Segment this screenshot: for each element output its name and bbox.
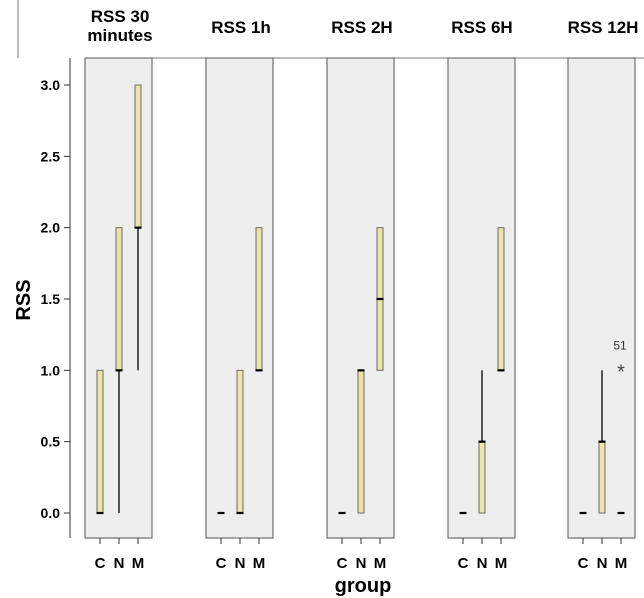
panel-title: RSS 30 (91, 7, 150, 26)
x-tick-label: C (458, 555, 469, 572)
box-rect (478, 441, 486, 514)
x-axis-title: group (335, 575, 392, 597)
panel-2: RSS 1h C N M (205, 18, 274, 572)
panel-5: RSS 12H C N M * 51 (567, 18, 639, 572)
y-tick-label: 3.0 (41, 77, 61, 93)
box-M (376, 227, 384, 371)
box-rect (598, 441, 606, 514)
box-rect (497, 227, 505, 371)
box-C (96, 369, 104, 515)
y-tick-label: 0.5 (41, 434, 61, 450)
box-rect (255, 227, 263, 371)
panel-title: RSS 2H (331, 18, 392, 37)
x-tick-label: M (132, 555, 145, 572)
box-N (236, 369, 244, 515)
box-rect (134, 84, 142, 229)
box-M (255, 227, 263, 372)
box-N (115, 227, 123, 513)
panel-4: RSS 6H C N M (447, 18, 516, 572)
x-tick-label: C (578, 555, 589, 572)
box-N (598, 370, 606, 514)
box-rect (115, 227, 123, 371)
x-tick-label: N (477, 555, 488, 572)
x-tick-label: N (235, 555, 246, 572)
box-N (357, 369, 365, 514)
y-tick-label: 2.5 (41, 148, 61, 164)
box-N (478, 370, 486, 514)
x-tick-label: N (356, 555, 367, 572)
x-tick-label: C (216, 555, 227, 572)
panel-title: RSS 1h (211, 18, 271, 37)
x-tick-label: M (495, 555, 508, 572)
panel-title: RSS 6H (451, 18, 512, 37)
x-tick-label: N (114, 555, 125, 572)
x-tick-label: N (597, 555, 608, 572)
box-M (497, 227, 505, 372)
panel-3: RSS 2H C N M (326, 18, 395, 572)
outlier-marker: * (617, 361, 625, 383)
y-tick-label: 1.5 (41, 291, 61, 307)
outlier-label: 51 (613, 338, 627, 352)
y-tick-label: 1.0 (41, 362, 61, 378)
panel-title: minutes (87, 26, 152, 45)
y-axis-title: RSS (13, 279, 35, 320)
box-rect (236, 369, 244, 514)
y-axis: 0.0 0.5 1.0 1.5 2.0 2.5 3.0 (41, 58, 71, 538)
y-tick-label: 2.0 (41, 220, 61, 236)
x-tick-label: C (95, 555, 106, 572)
x-tick-label: M (253, 555, 266, 572)
x-tick-label: C (337, 555, 348, 572)
y-tick-label: 0.0 (41, 505, 61, 521)
x-tick-label: M (615, 555, 628, 572)
box-rect (357, 369, 365, 514)
box-M (134, 84, 142, 371)
x-tick-label: M (374, 555, 387, 572)
panel-title: RSS 12H (568, 18, 639, 37)
box-rect (96, 369, 104, 514)
